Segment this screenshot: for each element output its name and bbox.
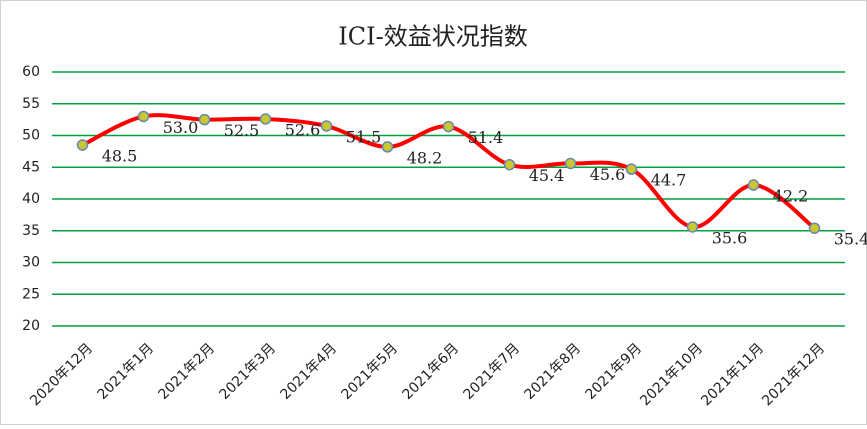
data-label: 48.2 <box>407 148 443 167</box>
y-tick-label: 30 <box>22 255 40 271</box>
y-tick-label: 45 <box>22 159 40 175</box>
data-label: 52.6 <box>285 120 321 139</box>
point-marker <box>625 163 638 175</box>
point-marker <box>808 222 821 234</box>
data-label: 45.6 <box>590 165 626 184</box>
chart-title: ICI-效益状况指数 <box>338 23 527 51</box>
y-tick-label: 60 <box>22 64 40 80</box>
data-label: 51.4 <box>468 128 504 147</box>
y-tick-label: 40 <box>22 191 40 207</box>
y-tick-label: 50 <box>22 128 40 144</box>
y-tick-label: 35 <box>22 223 40 239</box>
point-marker <box>259 113 272 125</box>
point-marker <box>198 113 211 126</box>
y-tick-label: 55 <box>22 96 40 112</box>
point-marker <box>137 110 150 123</box>
data-label: 45.4 <box>529 166 565 185</box>
data-label: 44.7 <box>651 171 687 190</box>
point-marker <box>686 221 699 233</box>
point-marker <box>442 120 455 133</box>
data-label: 51.5 <box>346 127 382 146</box>
data-label: 48.5 <box>102 147 138 166</box>
data-label: 35.6 <box>712 228 748 247</box>
data-label: 35.4 <box>834 230 867 249</box>
point-marker <box>320 120 333 132</box>
y-tick-label: 25 <box>22 286 40 302</box>
y-tick-label: 20 <box>22 318 40 334</box>
data-label: 52.5 <box>224 121 260 140</box>
point-marker <box>76 139 89 151</box>
point-marker <box>564 157 577 170</box>
point-marker <box>747 179 760 191</box>
data-label: 53.0 <box>163 118 199 137</box>
point-marker <box>503 158 516 171</box>
data-label: 42.2 <box>773 187 809 206</box>
point-marker <box>381 141 394 153</box>
